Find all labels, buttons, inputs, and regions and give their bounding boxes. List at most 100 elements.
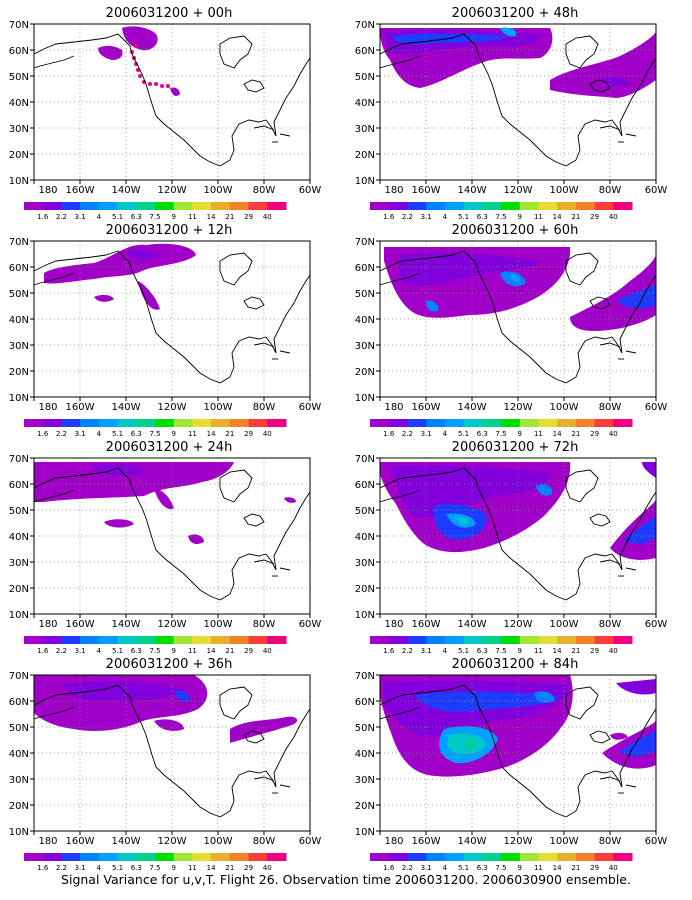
colorbar-swatch [613,202,633,210]
colorbar-swatch [370,202,390,210]
x-tick-label: 140W [112,836,141,847]
panel-title: 2006031200 + 36h [105,657,233,672]
coastline [279,708,311,762]
colorbar-swatch [98,419,119,427]
colorbar-swatch [370,853,390,861]
colorbar-label: 14 [207,430,216,438]
coastline [219,543,281,601]
colorbar-label: 9 [171,213,175,221]
colorbar-label: 7.5 [149,213,160,221]
colorbar-swatch [426,202,446,210]
colorbar-label: 29 [590,213,599,221]
colorbar-swatch [538,853,558,861]
y-tick-label: 40N [355,98,375,109]
variance-region [510,274,520,282]
colorbar-label: 9 [517,213,521,221]
colorbar-label: 2.2 [402,430,413,438]
x-tick-label: 60W [299,402,322,413]
colorbar-swatch [370,636,390,644]
colorbar-swatch [463,636,483,644]
x-tick-label: 120W [504,619,533,630]
colorbar-swatch [519,202,539,210]
contour-dot [134,44,138,48]
coastline [379,489,421,503]
colorbar-label: 40 [609,213,618,221]
y-tick-label: 40N [355,532,375,543]
coastline [33,272,75,286]
y-tick-label: 70N [9,671,29,682]
variance-region [500,27,517,37]
colorbar-label: 4 [97,213,102,221]
coastline [219,326,281,384]
x-tick-label: 60W [645,619,668,630]
colorbar-swatch [501,202,521,210]
colorbar-swatch [538,419,558,427]
coastline [379,250,567,384]
colorbar-swatch [248,853,268,861]
colorbar-swatch [229,419,250,427]
colorbar-label: 5.1 [112,213,123,221]
colorbar-swatch [80,202,100,210]
colorbar-swatch [370,419,390,427]
y-tick-label: 50N [355,506,375,517]
colorbar-label: 7.5 [149,647,160,655]
variance-map: 70N 60N 50N 40N 30N 20N 10N 180 160W 140W 120W 100W… [355,454,668,655]
coastline [33,706,75,720]
x-tick-label: 140W [458,185,487,196]
colorbar-swatch [538,636,558,644]
x-tick-label: 60W [299,836,322,847]
coastline [33,250,221,384]
colorbar-label: 40 [263,430,272,438]
x-tick-label: 140W [112,185,141,196]
x-tick-label: 60W [299,185,322,196]
colorbar-swatch [463,202,483,210]
variance-region [98,45,123,60]
colorbar-swatch [248,419,268,427]
coastline [565,543,627,601]
colorbar-swatch [557,636,577,644]
colorbar-swatch [136,419,156,427]
panel-title: 2006031200 + 72h [451,440,579,455]
coastline [625,133,637,137]
colorbar-label: 7.5 [149,864,160,872]
colorbar-swatch [42,636,62,644]
x-tick-label: 100W [550,185,579,196]
colorbar-label: 14 [207,647,216,655]
coastline [625,57,657,111]
colorbar-label: 6.3 [131,430,142,438]
coastline [379,272,421,286]
x-tick-label: 100W [550,402,579,413]
y-tick-label: 70N [355,454,375,465]
colorbar-swatch [594,419,614,427]
x-tick-label: 180 [384,185,403,196]
coastline [379,33,567,167]
y-tick-label: 10N [355,827,375,838]
colorbar-swatch [192,853,212,861]
coastline [625,274,657,328]
colorbar-swatch [482,636,502,644]
y-tick-label: 20N [355,150,375,161]
variance-region [400,253,540,287]
colorbar-label: 6.3 [477,864,488,872]
colorbar-swatch [211,636,231,644]
colorbar-label: 1.6 [37,647,49,655]
panel-title: 2006031200 + 12h [105,223,233,238]
colorbar-label: 5.1 [458,647,469,655]
variance-region [230,716,298,743]
y-tick-label: 60N [355,480,375,491]
colorbar-swatch [42,419,62,427]
y-tick-label: 60N [9,263,29,274]
colorbar-label: 7.5 [495,647,506,655]
y-tick-label: 60N [355,263,375,274]
colorbar-label: 1.6 [37,213,49,221]
y-tick-label: 20N [9,150,29,161]
colorbar-label: 9 [171,647,175,655]
x-tick-label: 180 [38,836,57,847]
colorbar-swatch [229,202,250,210]
colorbar-swatch [426,853,446,861]
coastline [379,706,421,720]
map-panel: 2006031200 + 00h 70N 60N 50N 40N 30N 20N 10N 180… [4,6,334,222]
colorbar-label: 21 [225,213,234,221]
colorbar-label: 1.6 [383,430,395,438]
coastline [279,491,311,545]
